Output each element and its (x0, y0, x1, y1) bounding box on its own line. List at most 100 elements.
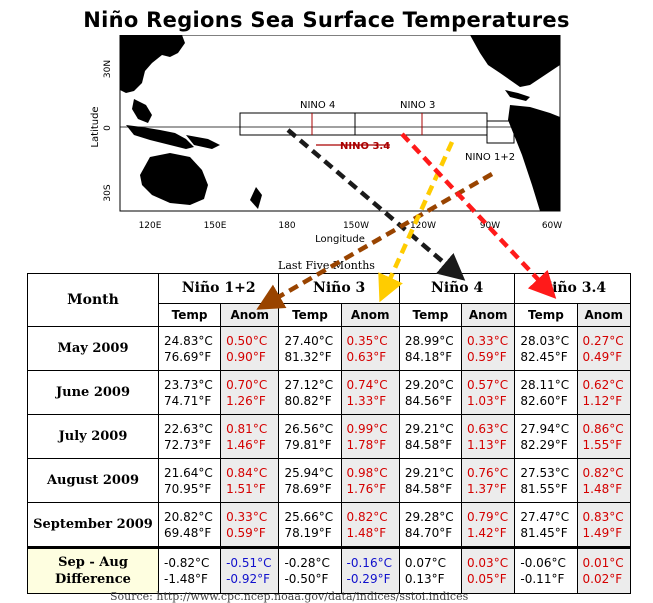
lon-tick-180: 180 (278, 221, 295, 231)
region-header-nino4: Niño 4 (398, 273, 516, 304)
month-cell: June 2009 (27, 370, 159, 415)
table-row: June 2009 23.73°C 74.71°F 0.70°C 1.26°F 27… (27, 370, 631, 415)
temp-cell: 20.82°C 69.48°F (157, 502, 222, 548)
temp-cell: 27.40°C 81.32°F (278, 326, 342, 371)
anom-cell: 0.50°C 0.90°F (220, 326, 280, 371)
source-link[interactable]: Source: http://www.cpc.ncep.noaa.gov/dat… (110, 590, 469, 603)
temp-cell: 28.99°C 84.18°F (398, 326, 462, 371)
anom-header: Anom (340, 302, 400, 328)
difference-row: Sep - Aug Difference -0.82°C -1.48°F -0.51… (27, 546, 631, 594)
anom-cell: 0.82°C 1.48°F (576, 458, 631, 503)
nino3-label: NINO 3 (400, 100, 435, 111)
region-header-nino12: Niño 1+2 (157, 273, 280, 304)
month-cell: September 2009 (27, 502, 159, 548)
lon-tick-150e: 150E (204, 221, 227, 231)
temp-cell: 29.21°C 84.58°F (398, 414, 462, 459)
map-ylabel: Latitude (90, 106, 101, 147)
anom-header: Anom (460, 302, 516, 328)
diff-temp-cell: 0.07°C 0.13°F (398, 546, 462, 594)
diff-anom-cell: -0.16°C -0.29°F (340, 546, 400, 594)
temp-cell: 25.94°C 78.69°F (278, 458, 342, 503)
temp-cell: 24.83°C 76.69°F (157, 326, 222, 371)
anom-header: Anom (576, 302, 631, 328)
lon-tick-90w: 90W (480, 221, 500, 231)
region-header-nino34: Niño 3.4 (514, 273, 631, 304)
lon-tick-120e: 120E (139, 221, 162, 231)
nino34-label: NINO 3.4 (340, 141, 390, 152)
sst-table: Month Niño 1+2 Niño 3 Niño 4 Niño 3.4 Te… (27, 273, 631, 594)
anom-cell: 0.76°C 1.37°F (460, 458, 516, 503)
nino12-label: NINO 1+2 (465, 152, 515, 163)
caribbean-land (505, 90, 530, 101)
chart-title: Niño Regions Sea Surface Temperatures (83, 8, 570, 32)
north-america-land (470, 35, 560, 87)
temp-cell: 25.66°C 78.19°F (278, 502, 342, 548)
new-zealand-land (250, 187, 262, 209)
temp-header: Temp (514, 302, 578, 328)
temp-header: Temp (157, 302, 222, 328)
new-guinea-land (186, 135, 220, 149)
indonesia-land (126, 125, 194, 149)
diff-anom-cell: -0.51°C -0.92°F (220, 546, 280, 594)
anom-cell: 0.27°C 0.49°F (576, 326, 631, 371)
temp-cell: 27.47°C 81.45°F (514, 502, 578, 548)
month-cell: July 2009 (27, 414, 159, 459)
anom-cell: 0.33°C 0.59°F (220, 502, 280, 548)
anom-cell: 0.70°C 1.26°F (220, 370, 280, 415)
asia-land (120, 35, 185, 93)
anom-cell: 0.98°C 1.76°F (340, 458, 400, 503)
anom-cell: 0.62°C 1.12°F (576, 370, 631, 415)
region-header-nino3: Niño 3 (278, 273, 400, 304)
anom-cell: 0.99°C 1.78°F (340, 414, 400, 459)
temp-cell: 28.11°C 82.60°F (514, 370, 578, 415)
map-xlabel: Longitude (315, 234, 365, 245)
anom-cell: 0.81°C 1.46°F (220, 414, 280, 459)
lat-tick-30n: 30N (103, 60, 113, 78)
diff-temp-cell: -0.06°C -0.11°F (514, 546, 578, 594)
diff-temp-cell: -0.28°C -0.50°F (278, 546, 342, 594)
temp-cell: 26.56°C 79.81°F (278, 414, 342, 459)
table-row: August 2009 21.64°C 70.95°F 0.84°C 1.51°F … (27, 458, 631, 503)
anom-cell: 0.82°C 1.48°F (340, 502, 400, 548)
temp-cell: 29.20°C 84.56°F (398, 370, 462, 415)
temp-cell: 27.12°C 80.82°F (278, 370, 342, 415)
nino4-label: NINO 4 (300, 100, 335, 111)
temp-cell: 28.03°C 82.45°F (514, 326, 578, 371)
month-cell: August 2009 (27, 458, 159, 503)
anom-cell: 0.79°C 1.42°F (460, 502, 516, 548)
anom-cell: 0.63°C 1.13°F (460, 414, 516, 459)
anom-cell: 0.57°C 1.03°F (460, 370, 516, 415)
anom-cell: 0.74°C 1.33°F (340, 370, 400, 415)
table-row: July 2009 22.63°C 72.73°F 0.81°C 1.46°F 26… (27, 414, 631, 459)
lon-tick-150w: 150W (343, 221, 369, 231)
month-header: Month (27, 273, 159, 327)
temp-cell: 22.63°C 72.73°F (157, 414, 222, 459)
diff-temp-cell: -0.82°C -1.48°F (157, 546, 222, 594)
diff-anom-cell: 0.01°C 0.02°F (576, 546, 631, 594)
temp-cell: 29.21°C 84.58°F (398, 458, 462, 503)
table-caption: Last Five Months (278, 259, 375, 272)
difference-label: Sep - Aug Difference (27, 546, 159, 594)
temp-cell: 27.94°C 82.29°F (514, 414, 578, 459)
table-row: September 2009 20.82°C 69.48°F 0.33°C 0.59… (27, 502, 631, 548)
anom-cell: 0.83°C 1.49°F (576, 502, 631, 548)
philippines-land (132, 99, 152, 123)
temp-cell: 27.53°C 81.55°F (514, 458, 578, 503)
temp-cell: 23.73°C 74.71°F (157, 370, 222, 415)
temp-cell: 21.64°C 70.95°F (157, 458, 222, 503)
anom-cell: 0.84°C 1.51°F (220, 458, 280, 503)
temp-header: Temp (398, 302, 462, 328)
table-row: May 2009 24.83°C 76.69°F 0.50°C 0.90°F 27.… (27, 326, 631, 371)
month-cell: May 2009 (27, 326, 159, 371)
anom-cell: 0.86°C 1.55°F (576, 414, 631, 459)
anom-cell: 0.33°C 0.59°F (460, 326, 516, 371)
anom-header: Anom (220, 302, 280, 328)
lon-tick-60w: 60W (542, 221, 562, 231)
australia-land (140, 153, 208, 205)
temp-cell: 29.28°C 84.70°F (398, 502, 462, 548)
lon-tick-120w: 120W (410, 221, 436, 231)
anom-cell: 0.35°C 0.63°F (340, 326, 400, 371)
nino-region-map: NINO 4 NINO 3 NINO 3.4 NINO 1+2 30N 0 30… (90, 35, 562, 245)
lat-tick-0: 0 (103, 125, 113, 131)
lat-tick-30s: 30S (103, 184, 113, 201)
